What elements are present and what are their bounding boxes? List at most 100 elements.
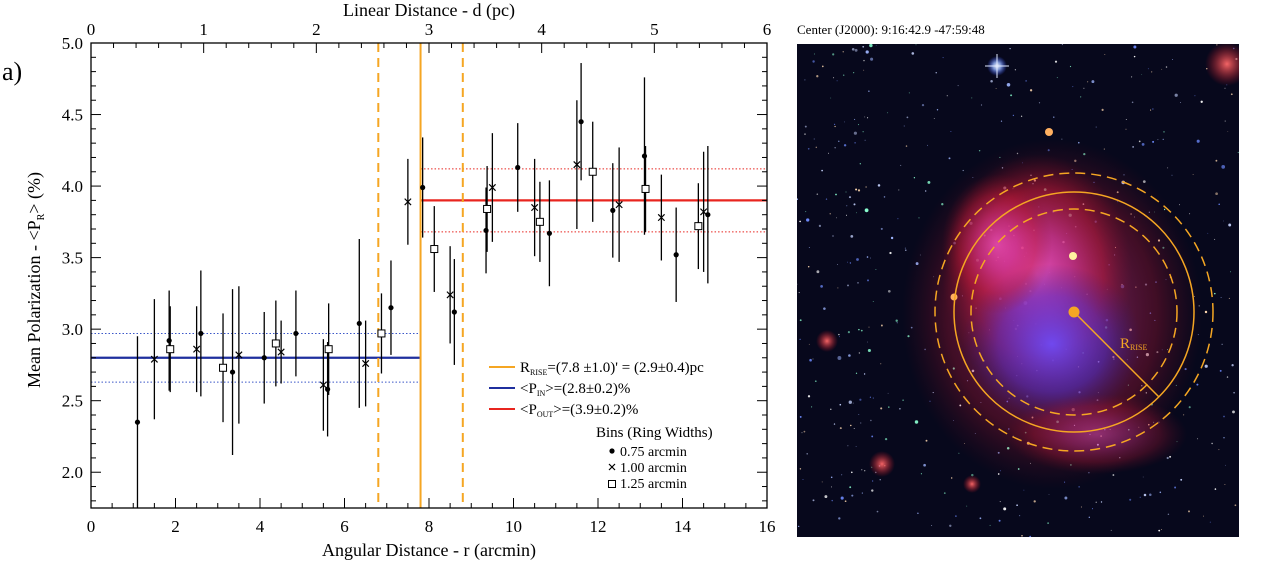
dot-point-15 [610, 163, 616, 258]
star [880, 363, 882, 365]
star [838, 333, 840, 336]
cross-point-13 [700, 151, 708, 272]
star [923, 463, 926, 467]
top-x-tick-label-2: 2 [312, 20, 321, 39]
star [905, 145, 908, 147]
star [802, 479, 804, 480]
star [858, 414, 860, 416]
top-x-tick-label-3: 3 [425, 20, 434, 39]
star [1196, 139, 1200, 143]
star [1131, 101, 1134, 104]
dot-marker-5 [293, 330, 299, 337]
star [798, 292, 800, 294]
star [854, 142, 856, 144]
x-tick-label-2: 4 [256, 517, 265, 536]
cross-point-10 [573, 100, 581, 229]
legend-bin-0: 0.75 arcmin [620, 445, 687, 460]
cross-marker-b-9 [531, 203, 539, 212]
star [1080, 506, 1082, 508]
dot-marker-13 [546, 230, 553, 236]
star [858, 328, 860, 331]
star [813, 53, 815, 55]
star [861, 492, 863, 494]
top-x-tick-label-6: 6 [763, 20, 772, 39]
star [1047, 522, 1049, 524]
star [1125, 119, 1127, 121]
star [834, 147, 836, 149]
star [868, 90, 870, 92]
star [814, 380, 817, 383]
star [949, 524, 952, 527]
rise-ring-inner [970, 208, 1178, 416]
dot-point-18 [705, 146, 711, 284]
star [864, 470, 866, 472]
star [827, 152, 830, 154]
star [1038, 102, 1041, 104]
nebula-image: RRISE [797, 44, 1239, 537]
legend-dot-marker [609, 448, 615, 454]
star [816, 75, 819, 78]
square-marker-0 [166, 345, 175, 354]
star [995, 88, 997, 89]
star [950, 477, 953, 479]
star [833, 423, 836, 425]
star [1221, 165, 1226, 169]
star [830, 476, 833, 479]
cross-point-6 [404, 158, 412, 245]
star [955, 515, 957, 517]
star [1225, 464, 1226, 466]
star [823, 307, 826, 310]
star [807, 265, 810, 268]
star [904, 247, 906, 249]
x-tick-label-7: 14 [674, 517, 692, 536]
star [884, 437, 888, 441]
square-marker-9 [641, 184, 650, 193]
star [890, 236, 894, 240]
star [830, 408, 832, 411]
dot-marker-17 [673, 252, 679, 258]
star [852, 402, 854, 404]
cross-marker-b-2 [235, 351, 243, 359]
star [834, 125, 836, 128]
star [808, 247, 810, 249]
star [1220, 297, 1222, 299]
star [824, 495, 828, 499]
star [847, 445, 849, 447]
star [836, 217, 837, 219]
star [867, 348, 871, 353]
star [804, 125, 807, 128]
y-axis-title-sub: R [36, 213, 47, 220]
star [1207, 232, 1209, 234]
star [865, 186, 867, 188]
top-x-tick-label-5: 5 [650, 20, 659, 39]
star [1189, 213, 1191, 215]
star [1227, 131, 1229, 132]
star [1214, 292, 1216, 295]
star [1091, 508, 1094, 510]
star [1167, 167, 1169, 169]
y-tick-label-5: 4.5 [62, 106, 83, 125]
star [1226, 376, 1229, 378]
x-tick-label-0: 0 [87, 517, 96, 536]
legend-rise-text: =(7.8 ±1.0)' = (2.9±0.4)pc [547, 360, 704, 376]
dot-marker-3 [229, 369, 236, 375]
cross-marker-b-13 [700, 208, 708, 216]
star [832, 235, 834, 237]
star [1215, 192, 1218, 196]
star [843, 144, 847, 147]
cross-marker-b-5 [362, 359, 370, 368]
cross-point-2 [235, 286, 243, 424]
star [876, 510, 879, 513]
star [1218, 203, 1220, 205]
nebula-tail [1007, 394, 1187, 474]
star [1061, 44, 1064, 46]
star [908, 92, 910, 94]
legend-pin-prefix: <P [520, 381, 537, 397]
star [860, 422, 862, 424]
star [821, 481, 823, 483]
star [1010, 94, 1013, 97]
star [837, 287, 839, 289]
square-point-7 [535, 181, 544, 262]
square-point-5 [430, 206, 439, 292]
dot-point-7 [356, 239, 362, 408]
